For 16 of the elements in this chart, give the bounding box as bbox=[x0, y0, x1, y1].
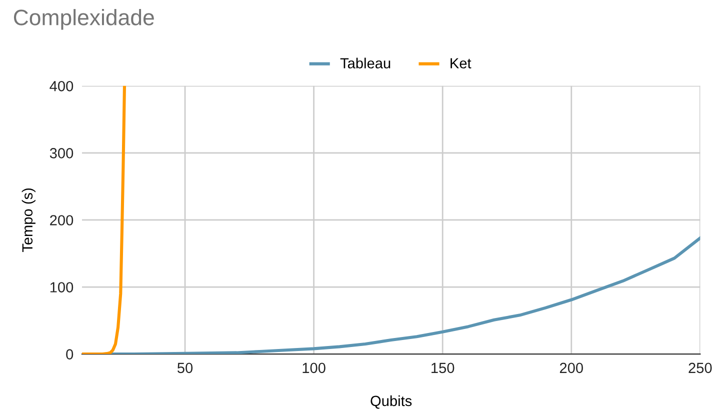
y-tick-label: 200 bbox=[50, 215, 74, 226]
y-tick-label: 0 bbox=[66, 349, 74, 360]
x-tick-label: 50 bbox=[177, 362, 193, 374]
x-tick-label: 100 bbox=[302, 362, 326, 374]
x-tick-label: 150 bbox=[432, 362, 454, 374]
y-tick-label: 100 bbox=[50, 282, 74, 292]
y-tick-label: 400 bbox=[50, 80, 74, 92]
x-tick-label: 250 bbox=[688, 362, 712, 374]
legend-label: Ket bbox=[450, 58, 472, 68]
chart-title: Complexidade bbox=[14, 9, 154, 30]
x-tick-label: 200 bbox=[560, 362, 583, 374]
y-tick-label: 300 bbox=[50, 148, 74, 158]
line-series bbox=[82, 86, 126, 354]
x-axis-title: Qubits bbox=[370, 395, 412, 409]
legend-label: Tableau bbox=[340, 58, 390, 68]
y-axis-title: Tempo (s) bbox=[22, 188, 36, 252]
